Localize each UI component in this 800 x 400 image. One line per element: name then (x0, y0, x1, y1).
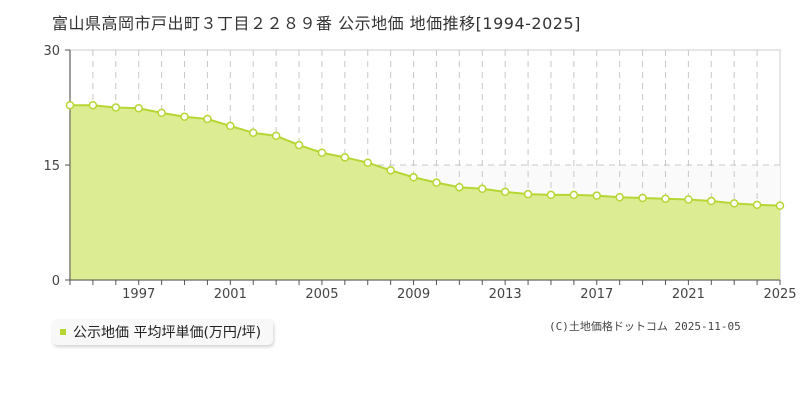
data-point-markers (65, 100, 785, 210)
svg-text:2001: 2001 (214, 287, 247, 302)
svg-text:30: 30 (43, 44, 60, 59)
svg-text:2025: 2025 (763, 287, 796, 302)
svg-text:15: 15 (43, 159, 60, 174)
svg-text:2017: 2017 (580, 287, 613, 302)
legend-swatch-icon (60, 329, 66, 335)
chart-legend: 公示地価 平均坪単価(万円/坪) (52, 319, 274, 345)
legend-label: 公示地価 平均坪単価(万円/坪) (73, 325, 262, 341)
axes (65, 49, 781, 285)
axis-labels: 0 15 30 1997 2001 2005 2009 2013 2017 2021 2025 (43, 44, 796, 302)
svg-text:2009: 2009 (397, 287, 430, 302)
svg-text:1997: 1997 (122, 287, 155, 302)
copyright-notice: (C)土地価格ドットコム 2025-11-05 (549, 320, 741, 333)
svg-text:2005: 2005 (305, 287, 338, 302)
svg-text:2021: 2021 (672, 287, 705, 302)
svg-text:0: 0 (52, 274, 60, 289)
chart-title: 富山県高岡市戸出町３丁目２２８９番 公示地価 地価推移[1994-2025] (52, 14, 581, 33)
svg-text:2013: 2013 (489, 287, 522, 302)
